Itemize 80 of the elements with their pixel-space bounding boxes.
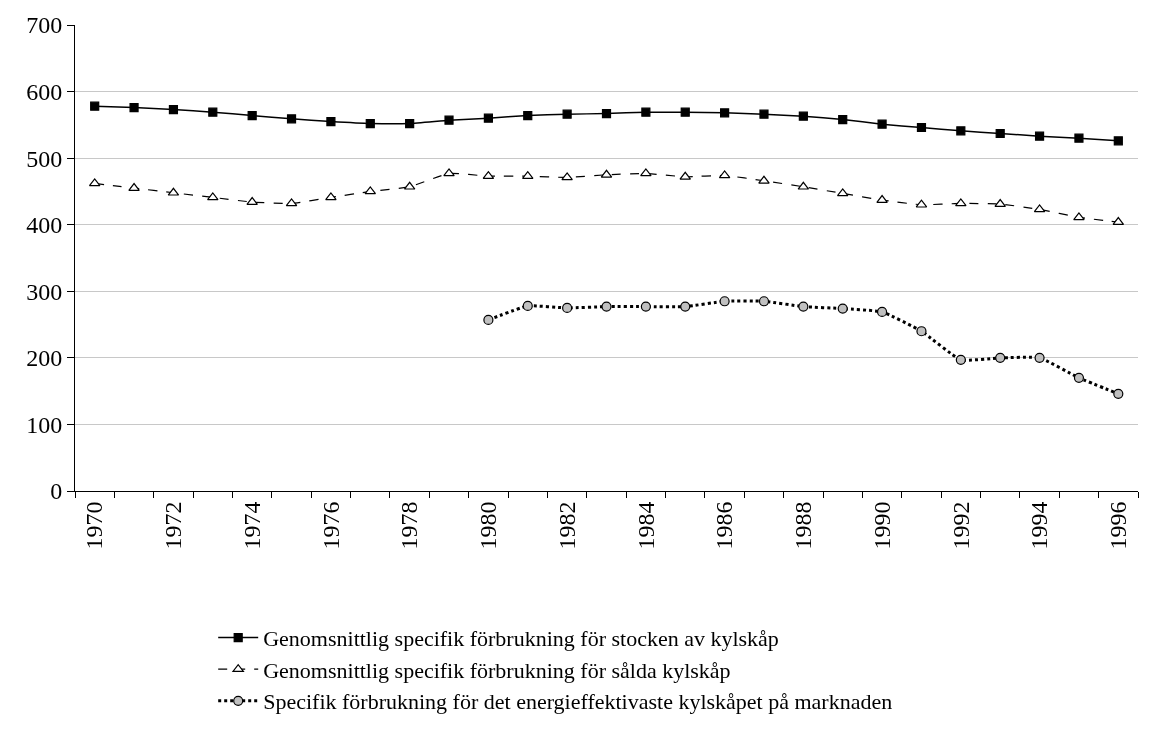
point [562,109,572,119]
point [247,110,257,121]
y-tick-label: 700 [26,12,63,39]
point [641,107,651,117]
point [1073,212,1085,221]
point [562,302,573,314]
point [90,101,100,111]
point [286,114,297,124]
point [1073,372,1085,383]
y-tick-label: 500 [26,145,63,172]
x-tick-label: 1984 [632,501,659,550]
point [994,198,1006,207]
point [207,192,219,201]
point [877,119,887,129]
point [405,118,415,129]
point [561,172,573,181]
point [720,108,730,118]
legend-label: Specifik förbrukning för det energieffektivaste kylskåpet på marknaden [263,689,893,715]
x-tick-label: 1990 [868,501,895,550]
x-tick-label: 1994 [1026,501,1053,550]
x-tick-label: 1976 [317,501,344,550]
y-tick-label: 200 [26,345,63,372]
point [955,354,966,365]
point [798,301,809,312]
legend-label: Genomsnittlig specifik förbrukning för stocken av kylskåp [263,626,779,652]
point [876,194,888,203]
point [1113,136,1123,146]
x-tick-label: 1986 [711,501,738,550]
point [758,175,770,184]
point [365,118,375,129]
point [758,296,770,307]
y-tick-label: 0 [50,478,63,505]
point [640,301,651,312]
point [523,110,533,121]
point [838,114,848,125]
point [680,301,691,312]
point [837,303,848,314]
x-tick-label: 1972 [160,501,187,550]
point [1034,131,1045,141]
point [522,300,533,312]
point [1113,388,1124,399]
point [443,168,455,177]
point [995,128,1005,139]
x-tick-label: 1970 [81,501,108,550]
point [246,196,258,205]
point [916,326,927,337]
point [208,107,218,117]
x-tick-label: 1996 [1105,501,1132,550]
x-tick-label: 1982 [553,501,580,550]
point [680,107,690,117]
point [1034,352,1045,363]
point [955,198,967,207]
point [956,126,966,136]
point [1074,133,1084,143]
point [719,296,730,307]
point [995,352,1006,363]
x-tick-label: 1992 [947,501,974,550]
point [759,109,769,119]
point [601,108,612,119]
point [444,115,454,125]
x-tick-label: 1974 [238,501,265,550]
point [129,102,139,113]
x-tick-label: 1980 [475,501,502,550]
point [798,111,808,121]
legend-label: Genomsnittlig specifik förbrukning för sålda kylskåp [263,657,731,683]
y-tick-label: 600 [26,78,63,105]
point [168,104,179,115]
point [326,116,336,127]
y-tick-label: 400 [26,212,63,239]
point [916,122,927,133]
y-tick-label: 100 [26,411,63,438]
point [640,168,652,177]
point [483,314,494,326]
point [325,192,337,201]
y-tick-label: 300 [26,278,63,305]
x-tick-label: 1978 [396,501,423,550]
point [601,301,612,312]
point [876,306,888,318]
x-tick-label: 1988 [790,501,817,550]
point [483,113,493,123]
